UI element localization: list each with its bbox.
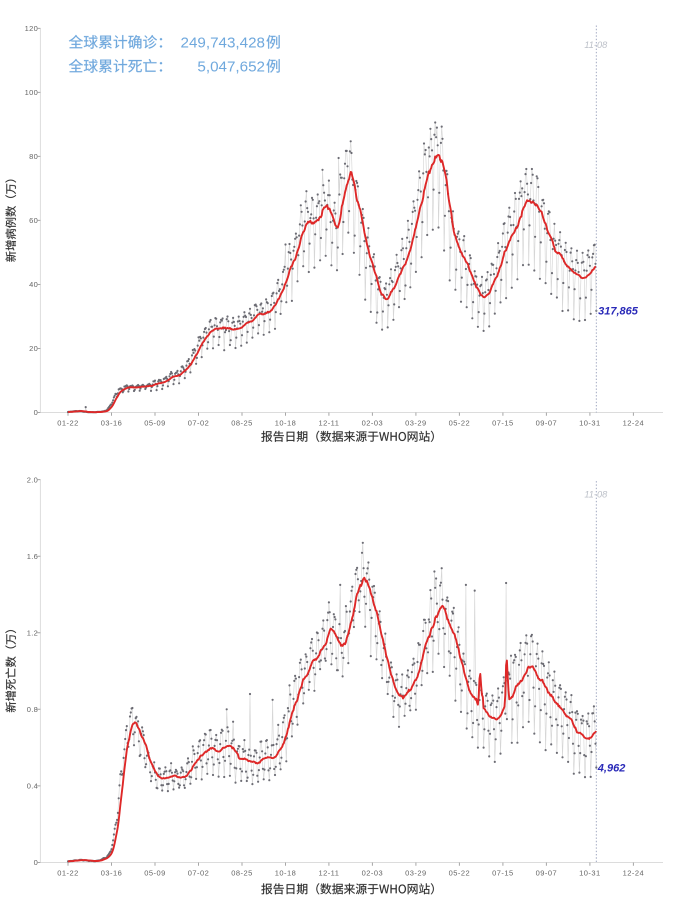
svg-text:120: 120 bbox=[25, 24, 39, 33]
svg-text:07-15: 07-15 bbox=[492, 869, 513, 878]
svg-text:100: 100 bbox=[25, 88, 39, 97]
svg-text:0: 0 bbox=[34, 858, 39, 867]
svg-text:0.8: 0.8 bbox=[27, 705, 38, 714]
svg-text:05-22: 05-22 bbox=[449, 869, 470, 878]
svg-text:40: 40 bbox=[29, 280, 38, 289]
svg-text:10-18: 10-18 bbox=[275, 419, 296, 428]
svg-text:11-08: 11-08 bbox=[584, 490, 608, 500]
svg-text:0.4: 0.4 bbox=[27, 782, 38, 791]
svg-text:07-15: 07-15 bbox=[492, 419, 513, 428]
svg-text:09-07: 09-07 bbox=[536, 419, 557, 428]
svg-text:0: 0 bbox=[34, 408, 39, 417]
svg-text:60: 60 bbox=[29, 216, 38, 225]
svg-text:03-16: 03-16 bbox=[101, 419, 122, 428]
svg-text:11-08: 11-08 bbox=[584, 40, 608, 50]
svg-text:249,743,428: 249,743,428 bbox=[181, 35, 265, 52]
svg-text:2.0: 2.0 bbox=[27, 475, 38, 484]
svg-text:03-29: 03-29 bbox=[405, 869, 426, 878]
svg-text:12-24: 12-24 bbox=[623, 419, 644, 428]
svg-text:10-31: 10-31 bbox=[579, 869, 600, 878]
svg-text:01-22: 01-22 bbox=[57, 869, 78, 878]
svg-text:12-11: 12-11 bbox=[318, 419, 339, 428]
svg-text:5,047,652: 5,047,652 bbox=[197, 59, 265, 76]
svg-text:05-09: 05-09 bbox=[144, 869, 165, 878]
svg-text:08-25: 08-25 bbox=[231, 419, 252, 428]
svg-text:20: 20 bbox=[29, 344, 38, 353]
svg-text:01-22: 01-22 bbox=[57, 419, 78, 428]
svg-text:4,962: 4,962 bbox=[597, 762, 626, 774]
svg-text:1.2: 1.2 bbox=[27, 629, 38, 638]
svg-text:80: 80 bbox=[29, 152, 38, 161]
svg-text:12-24: 12-24 bbox=[623, 869, 644, 878]
svg-text:1.6: 1.6 bbox=[27, 552, 38, 561]
svg-text:10-18: 10-18 bbox=[275, 869, 296, 878]
svg-text:03-29: 03-29 bbox=[405, 419, 426, 428]
svg-text:07-02: 07-02 bbox=[188, 869, 209, 878]
svg-text:08-25: 08-25 bbox=[231, 869, 252, 878]
svg-text:09-07: 09-07 bbox=[536, 869, 557, 878]
svg-text:12-11: 12-11 bbox=[318, 869, 339, 878]
svg-text:02-03: 02-03 bbox=[362, 419, 383, 428]
svg-text:02-03: 02-03 bbox=[362, 869, 383, 878]
svg-text:05-22: 05-22 bbox=[449, 419, 470, 428]
svg-text:07-02: 07-02 bbox=[188, 419, 209, 428]
svg-text:10-31: 10-31 bbox=[579, 419, 600, 428]
svg-text:05-09: 05-09 bbox=[144, 419, 165, 428]
svg-text:317,865: 317,865 bbox=[598, 306, 639, 318]
svg-text:03-16: 03-16 bbox=[101, 869, 122, 878]
